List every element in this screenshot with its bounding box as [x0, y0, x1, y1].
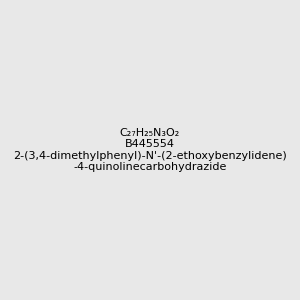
Text: C₂₇H₂₅N₃O₂
B445554
2-(3,4-dimethylphenyl)-N'-(2-ethoxybenzylidene)
-4-quinolinec: C₂₇H₂₅N₃O₂ B445554 2-(3,4-dimethylphenyl…	[13, 128, 287, 172]
